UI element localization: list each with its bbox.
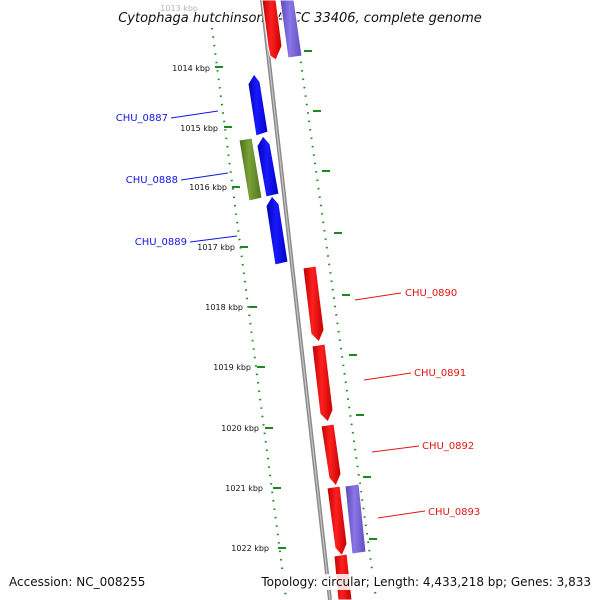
- gene-arrow-chu0893[interactable]: [326, 485, 348, 557]
- gene-label-chu0890[interactable]: CHU_0890: [405, 288, 457, 299]
- gene-label-chu0893[interactable]: CHU_0893: [428, 507, 480, 518]
- gene-arrow-chu0892[interactable]: [320, 423, 342, 487]
- tick-label-1016: 1016 kbp: [189, 183, 227, 192]
- gene-arrow-chu0888[interactable]: [256, 135, 280, 198]
- gene-label-chu0887[interactable]: CHU_0887: [116, 113, 168, 124]
- feature-green-chu0888[interactable]: [238, 137, 263, 202]
- footer-accession: Accession: NC_008255: [9, 575, 145, 589]
- footer-summary: Topology: circular; Length: 4,433,218 bp…: [260, 575, 591, 589]
- gene-arrow-chu0890[interactable]: [302, 265, 325, 343]
- tick-label-1014: 1014 kbp: [172, 64, 210, 73]
- gene-label-chu0891[interactable]: CHU_0891: [414, 368, 466, 379]
- footer-summary-backdrop: [258, 574, 594, 590]
- gene-label-chu0889[interactable]: CHU_0889: [135, 237, 187, 248]
- feature-purple-chu0893[interactable]: [344, 483, 367, 555]
- feature-arrow-top-red[interactable]: [261, 0, 283, 61]
- footer-accession-backdrop: [6, 574, 156, 590]
- gene-label-chu0888[interactable]: CHU_0888: [126, 175, 178, 186]
- gene-arrow-chu0887[interactable]: [247, 73, 269, 137]
- tick-label-1013: 1013 kbp: [160, 4, 198, 13]
- tick-label-1018: 1018 kbp: [205, 303, 243, 312]
- right-major-ticks: [304, 50, 377, 540]
- feature-top-purple[interactable]: [279, 0, 303, 59]
- tick-label-1022: 1022 kbp: [231, 544, 269, 553]
- tick-label-1019: 1019 kbp: [213, 363, 251, 372]
- tick-label-1021: 1021 kbp: [225, 484, 263, 493]
- gene-label-lines: [170, 110, 426, 519]
- gene-arrow-chu0889[interactable]: [265, 195, 289, 266]
- genome-backbone-highlight: [261, 0, 331, 600]
- gene-arrow-chu0891[interactable]: [311, 343, 334, 423]
- tick-label-1020: 1020 kbp: [221, 424, 259, 433]
- left-major-ticks: [215, 66, 286, 549]
- map-title: Cytophaga hutchinsonii ATCC 33406, compl…: [118, 11, 482, 26]
- tick-label-1017: 1017 kbp: [197, 243, 235, 252]
- tick-label-1015: 1015 kbp: [180, 124, 218, 133]
- gene-label-chu0892[interactable]: CHU_0892: [422, 441, 474, 452]
